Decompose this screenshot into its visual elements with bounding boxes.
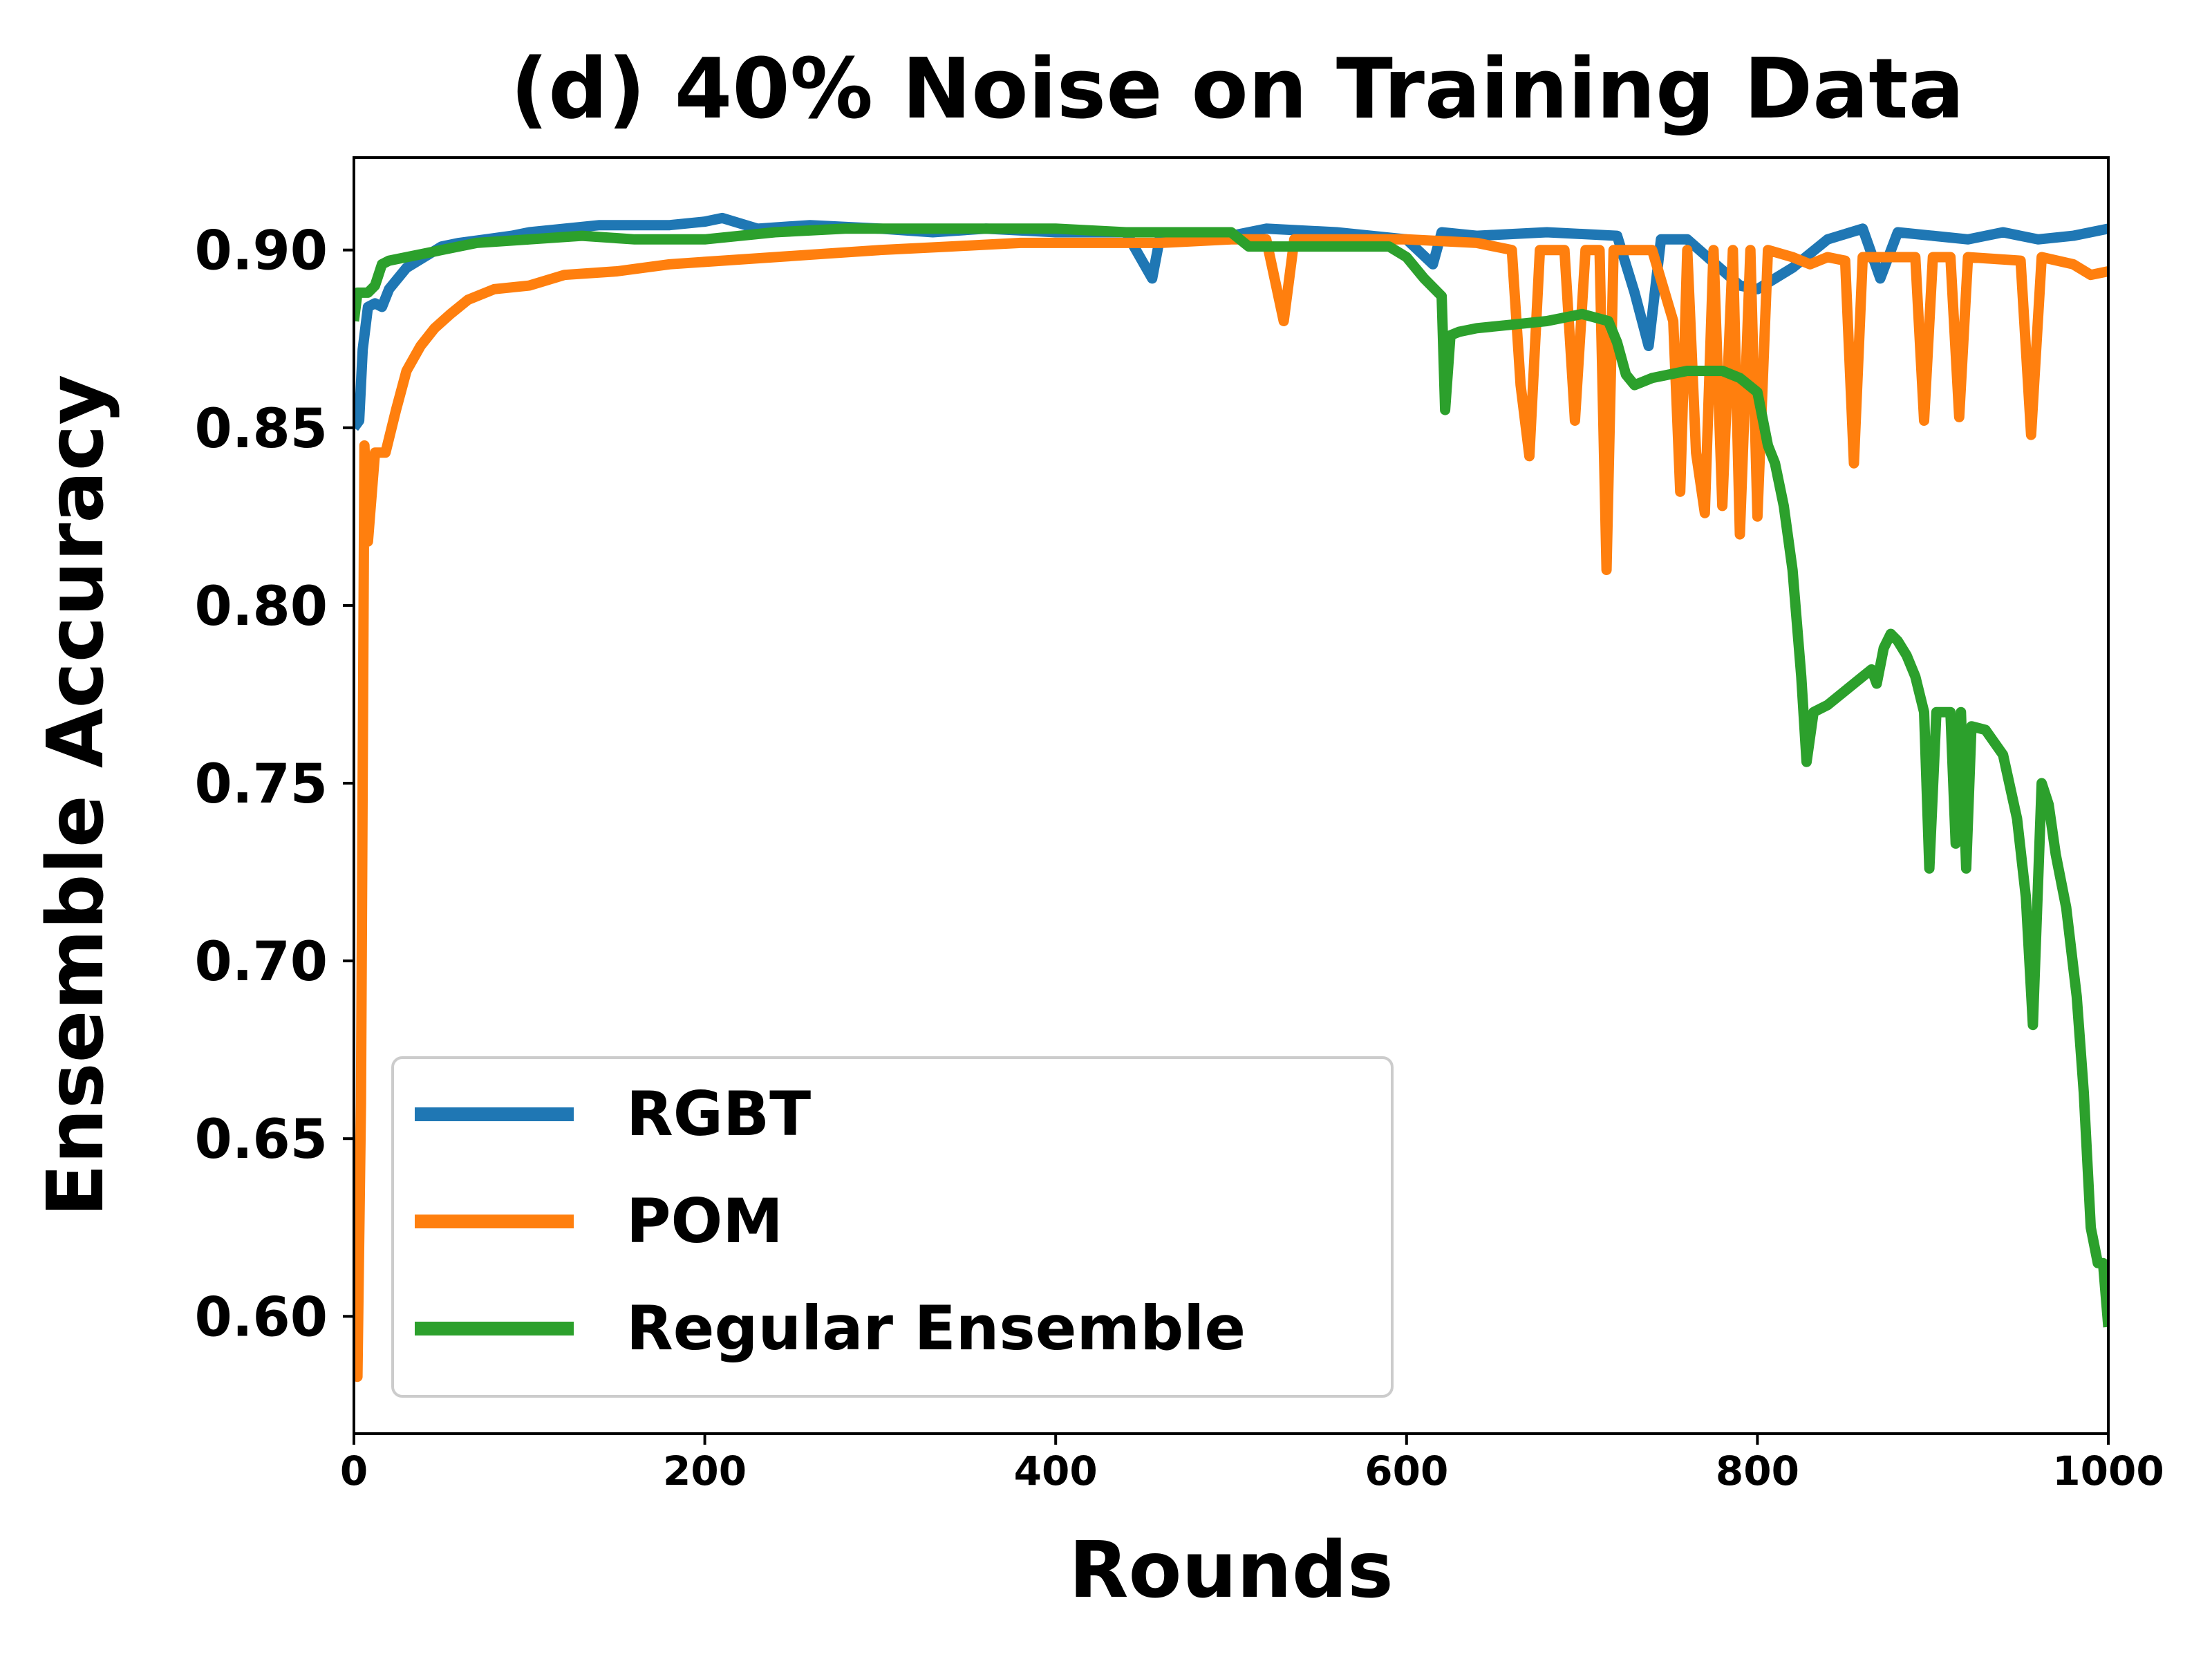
y-tick-label: 0.70 xyxy=(195,931,328,993)
legend: RGBT POM Regular Ensemble xyxy=(391,1056,1394,1398)
y-tick-label: 0.80 xyxy=(195,576,328,638)
y-tick-label: 0.85 xyxy=(195,398,328,460)
series-line-regular-ensemble xyxy=(354,223,2108,1328)
x-tick-label: 400 xyxy=(1014,1447,1098,1494)
y-axis-label: Ensemble Accuracy xyxy=(31,375,121,1217)
legend-label-rgbt: RGBT xyxy=(626,1078,811,1150)
x-tick-label: 0 xyxy=(340,1447,368,1494)
x-tick-label: 800 xyxy=(1716,1447,1799,1494)
series-line-pom xyxy=(354,234,2108,1382)
series-layer xyxy=(354,212,2108,1382)
plot-frame xyxy=(353,156,2110,1435)
x-tick-label: 600 xyxy=(1365,1447,1448,1494)
x-axis-ticks: 0 200 400 600 800 1000 xyxy=(340,1434,2164,1494)
x-tick-label: 200 xyxy=(663,1447,747,1494)
y-tick-label: 0.60 xyxy=(195,1286,328,1349)
legend-frame xyxy=(391,1056,1394,1398)
y-axis-ticks: 0.60 0.65 0.70 0.75 0.80 0.85 0.90 xyxy=(195,221,354,1349)
chart-title: (d) 40% Noise on Training Data xyxy=(510,41,1964,138)
x-tick-label: 1000 xyxy=(2052,1447,2164,1494)
legend-label-regular-ensemble: Regular Ensemble xyxy=(626,1293,1246,1364)
x-axis-label: Rounds xyxy=(1069,1526,1394,1615)
y-tick-label: 0.90 xyxy=(195,221,328,283)
legend-label-pom: POM xyxy=(626,1185,783,1257)
y-tick-label: 0.75 xyxy=(195,753,328,816)
y-tick-label: 0.65 xyxy=(195,1109,328,1171)
